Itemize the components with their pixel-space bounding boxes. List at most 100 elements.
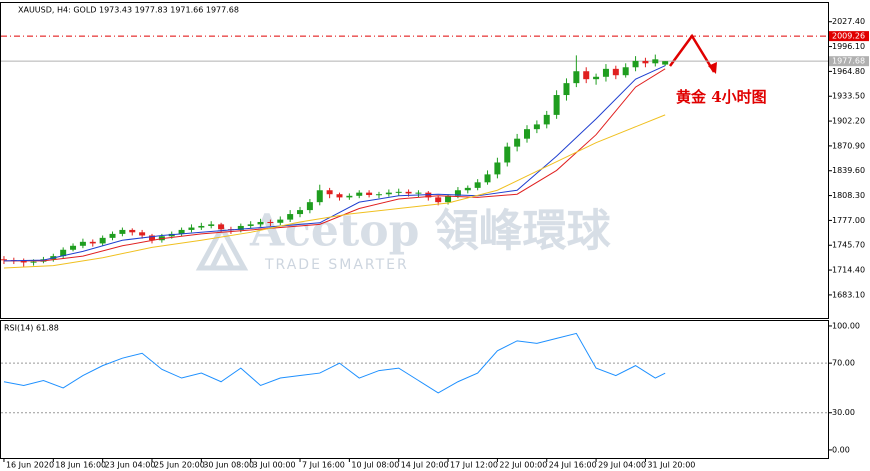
- candle-body: [612, 68, 619, 76]
- annotation: 黄金 4小时图: [676, 88, 767, 106]
- candle-body: [0, 259, 7, 261]
- candle-body: [109, 233, 116, 238]
- moving-average: [3, 114, 666, 269]
- y-tick-label: 30.00: [832, 408, 855, 417]
- candle-body: [139, 232, 146, 236]
- x-tick-label: 23 Jun 04:00: [105, 461, 156, 470]
- arrow-head: [708, 62, 717, 74]
- candle-body: [148, 235, 155, 241]
- x-tick-label: 24 Jul 16:00: [549, 461, 597, 470]
- candle-body: [504, 146, 511, 163]
- candle-body: [326, 190, 333, 195]
- x-tick-label: 17 Jul 12:00: [450, 461, 498, 470]
- x-tick-label: 30 Jun 08:00: [203, 461, 254, 470]
- candle-body: [533, 124, 540, 130]
- candle-body: [415, 192, 422, 194]
- candle-body: [454, 190, 461, 196]
- candle-body: [622, 67, 629, 76]
- candle-body: [474, 182, 481, 188]
- candle-body: [366, 192, 373, 196]
- y-tick-label: 2027.40: [832, 17, 865, 26]
- candle-body: [435, 197, 442, 203]
- candle-body: [277, 219, 284, 223]
- candle-body: [652, 59, 659, 64]
- y-tick-label: 1808.30: [832, 191, 865, 200]
- y-tick-label: 0.00: [832, 445, 850, 454]
- x-tick-label: 10 Jul 08:00: [351, 461, 399, 470]
- candle-body: [119, 229, 126, 234]
- candle-body: [316, 190, 323, 203]
- x-tick-label: 22 Jul 00:00: [499, 461, 547, 470]
- candle-body: [583, 71, 590, 80]
- candle-body: [356, 192, 363, 196]
- y-tick-label: 1933.50: [832, 92, 865, 101]
- x-tick-label: 14 Jul 20:00: [401, 461, 449, 470]
- candle-body: [237, 225, 244, 230]
- candle-body: [346, 195, 353, 198]
- price-panel: [0, 2, 829, 319]
- candle-body: [524, 129, 531, 139]
- candle-body: [257, 221, 264, 225]
- candle-body: [602, 68, 609, 77]
- chart-title: XAUUSD, H4: GOLD 1973.43 1977.83 1971.66…: [18, 6, 239, 15]
- candle-body: [188, 227, 195, 230]
- x-tick-label: 25 Jun 20:00: [154, 461, 205, 470]
- candle-body: [287, 214, 294, 220]
- candle-body: [129, 229, 136, 233]
- candle-body: [553, 95, 560, 115]
- candle-body: [198, 225, 205, 228]
- candle-body: [632, 60, 639, 68]
- y-tick-label: 1902.20: [832, 117, 865, 126]
- candle-body: [60, 249, 67, 257]
- rsi-panel: [0, 320, 829, 459]
- candle-body: [642, 60, 649, 64]
- candle-body: [218, 224, 225, 230]
- x-tick-label: 3 Jul 00:00: [253, 461, 296, 470]
- candle-body: [79, 241, 86, 246]
- candle-body: [20, 260, 27, 263]
- candle-body: [208, 224, 215, 226]
- candle-body: [573, 71, 580, 84]
- candle-body: [494, 162, 501, 175]
- candle-body: [375, 194, 382, 196]
- x-tick-label: 29 Jul 04:00: [598, 461, 646, 470]
- price-label-box: [829, 31, 869, 42]
- y-tick-label: 100.00: [832, 321, 860, 330]
- x-tick-label: 31 Jul 20:00: [647, 461, 695, 470]
- candle-body: [267, 221, 274, 223]
- candle-body: [178, 229, 185, 234]
- candle-body: [99, 237, 106, 244]
- watermark-brand: Acetop 領峰環球: [249, 206, 612, 257]
- candle-body: [662, 61, 669, 65]
- y-tick-label: 1777.00: [832, 216, 865, 225]
- candle-body: [247, 224, 254, 226]
- candle-body: [543, 114, 550, 125]
- candle-body: [464, 187, 471, 191]
- candle-body: [593, 76, 600, 80]
- rsi-line: [3, 332, 666, 394]
- x-tick-label: 7 Jul 16:00: [302, 461, 345, 470]
- price-label-box: [829, 56, 869, 67]
- candle-body: [405, 191, 412, 194]
- candle-body: [297, 210, 304, 215]
- candle-body: [563, 83, 570, 96]
- y-tick-label: 1964.80: [832, 67, 865, 76]
- y-tick-label: 70.00: [832, 359, 855, 368]
- y-tick-label: 1839.60: [832, 166, 865, 175]
- candle-body: [514, 138, 521, 147]
- moving-average: [3, 68, 666, 262]
- price-label: 2009.26: [832, 32, 865, 41]
- candle-body: [89, 241, 96, 244]
- watermark: Acetop 領峰環球 TRADE SMARTER: [195, 206, 612, 273]
- x-tick-label: 16 Jun 2020: [6, 461, 54, 470]
- candle-body: [30, 261, 37, 263]
- y-tick-label: 1714.40: [832, 266, 865, 275]
- y-tick-label: 1870.90: [832, 141, 865, 150]
- y-tick-label: 1996.10: [832, 42, 865, 51]
- candle-body: [336, 194, 343, 198]
- moving-average: [3, 65, 666, 262]
- y-tick-label: 1683.10: [832, 290, 865, 299]
- candle-body: [70, 245, 77, 250]
- candle-body: [306, 202, 313, 211]
